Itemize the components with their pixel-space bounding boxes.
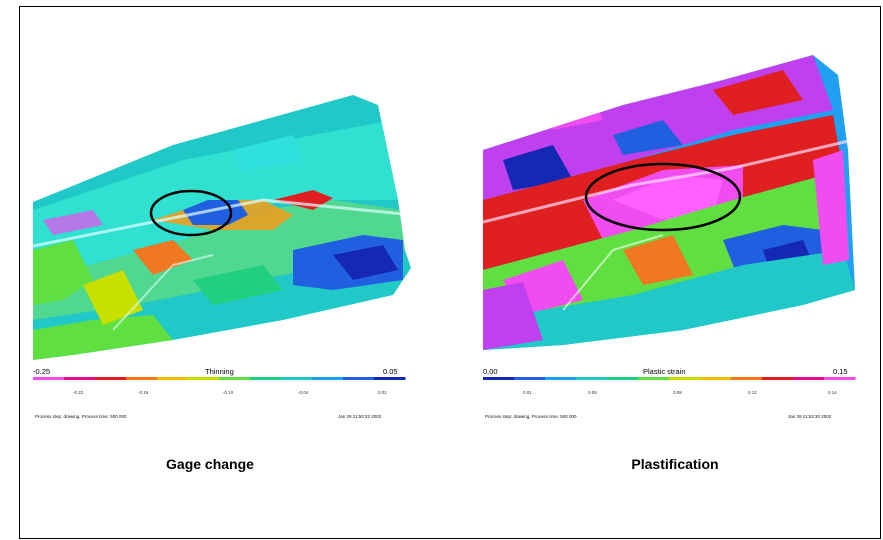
scale-swatch bbox=[576, 377, 608, 380]
scale-swatch bbox=[188, 377, 220, 380]
scale-swatch bbox=[33, 377, 65, 380]
highlight-circle-right bbox=[584, 162, 742, 232]
scale-swatch bbox=[250, 377, 282, 380]
highlight-circle-left bbox=[149, 189, 233, 237]
process-footer: Process step: drawing, Process time: 500… bbox=[485, 414, 577, 419]
scale-swatch bbox=[669, 377, 701, 380]
plastic-strain-color-scale bbox=[483, 377, 856, 380]
scale-swatch bbox=[545, 377, 577, 380]
tick-label: -0.10 bbox=[223, 390, 234, 395]
tick-label: 0.14 bbox=[828, 390, 837, 395]
tick-label: -0.22 bbox=[73, 390, 84, 395]
scale-max-label: 0.05 bbox=[383, 367, 398, 376]
tick-label: -0.04 bbox=[298, 390, 309, 395]
scale-swatch bbox=[95, 377, 127, 380]
tick-label: 0.01 bbox=[523, 390, 532, 395]
caption-gage-change: Gage change bbox=[166, 456, 254, 472]
scale-min-label: -0.25 bbox=[33, 367, 51, 376]
scale-swatch bbox=[483, 377, 515, 380]
thinning-contour-plot bbox=[33, 95, 411, 380]
tick-label: 0.02 bbox=[378, 390, 387, 395]
scale-title: Thinning bbox=[205, 367, 234, 376]
timestamp: Jan 29 11:53:30 2002 bbox=[788, 414, 832, 419]
tick-label: 0.05 bbox=[588, 390, 597, 395]
thinning-color-scale bbox=[33, 377, 406, 380]
scale-title: Plastic strain bbox=[643, 367, 686, 376]
scale-swatch bbox=[374, 377, 406, 380]
scale-swatch bbox=[700, 377, 732, 380]
scale-swatch bbox=[731, 377, 763, 380]
scale-max-label: 0.15 bbox=[833, 367, 848, 376]
timestamp: Jan 29 11:50:22 2002 bbox=[338, 414, 382, 419]
scale-swatch bbox=[64, 377, 96, 380]
plastification-panel: 0.00 Plastic strain 0.15 0.01 0.05 0.08 … bbox=[483, 50, 863, 419]
scale-min-label: 0.00 bbox=[483, 367, 498, 376]
gage-change-panel: -0.25 Thinning 0.05 -0.22 -0.16 -0.10 -0… bbox=[33, 50, 413, 419]
tick-label: 0.12 bbox=[748, 390, 757, 395]
scale-swatch bbox=[607, 377, 639, 380]
process-footer: Process step: drawing, Process time: 500… bbox=[35, 414, 127, 419]
plastic-strain-contour-plot bbox=[483, 55, 856, 380]
caption-plastification: Plastification bbox=[631, 456, 719, 472]
scale-swatch bbox=[762, 377, 794, 380]
scale-swatch bbox=[824, 377, 856, 380]
scale-swatch bbox=[219, 377, 251, 380]
scale-swatch bbox=[157, 377, 189, 380]
scale-swatch bbox=[343, 377, 375, 380]
scale-swatch bbox=[638, 377, 670, 380]
tick-label: 0.08 bbox=[673, 390, 682, 395]
scale-swatch bbox=[793, 377, 825, 380]
scale-swatch bbox=[281, 377, 313, 380]
scale-swatch bbox=[312, 377, 344, 380]
scale-swatch bbox=[514, 377, 546, 380]
scale-swatch bbox=[126, 377, 158, 380]
tick-label: -0.16 bbox=[138, 390, 149, 395]
